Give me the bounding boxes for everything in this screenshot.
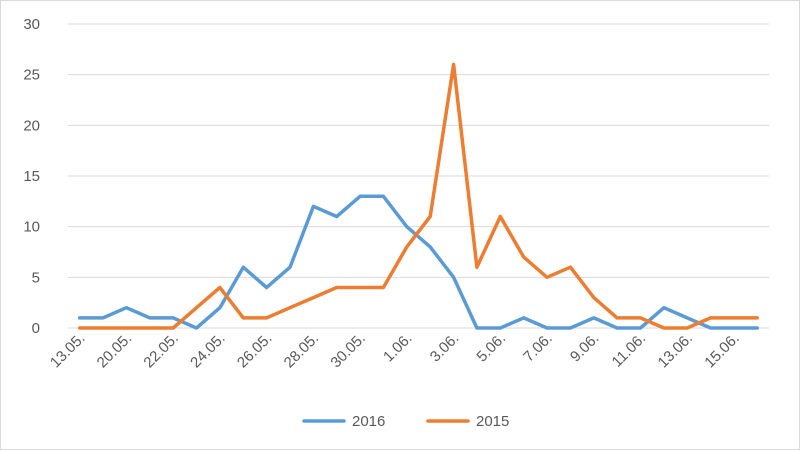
- y-tick-label: 15: [23, 168, 40, 185]
- x-tick-label: 22.05.: [140, 330, 182, 372]
- x-tick-label: 15.06.: [701, 330, 743, 372]
- legend: 2016 2015: [302, 413, 509, 430]
- y-axis-ticks: 0 5 10 15 20 25 30: [23, 16, 40, 337]
- x-tick-label: 28.05.: [281, 330, 323, 372]
- y-tick-label: 10: [23, 219, 40, 236]
- x-axis-ticks: 13.05. 20.05. 22.05. 24.05. 26.05. 28.05. 30.0…: [47, 330, 743, 372]
- legend-label-2015: 2015: [476, 413, 509, 430]
- x-tick-label: 20.05.: [94, 330, 136, 372]
- series-line-2015: [77, 62, 760, 330]
- y-tick-label: 0: [32, 320, 40, 337]
- x-tick-label: 3.06.: [427, 330, 463, 366]
- legend-label-2016: 2016: [352, 413, 385, 430]
- x-tick-label: 26.05.: [234, 330, 276, 372]
- series-line-2016: [77, 194, 760, 330]
- y-tick-label: 30: [23, 16, 40, 33]
- x-tick-label: 30.05.: [327, 330, 369, 372]
- x-tick-label: 13.05.: [47, 330, 89, 372]
- x-tick-label: 13.06.: [655, 330, 697, 372]
- x-tick-label: 7.06.: [520, 330, 556, 366]
- y-tick-label: 20: [23, 117, 40, 134]
- x-tick-label: 9.06.: [567, 330, 603, 366]
- gridlines: [68, 23, 769, 329]
- y-tick-label: 5: [32, 269, 40, 286]
- x-tick-label: 11.06.: [609, 330, 650, 371]
- x-tick-label: 5.06.: [473, 330, 509, 366]
- x-tick-label: 24.05.: [187, 330, 229, 372]
- y-tick-label: 25: [23, 67, 40, 84]
- x-tick-label: 1.06.: [380, 330, 416, 366]
- series-lines: [77, 62, 760, 330]
